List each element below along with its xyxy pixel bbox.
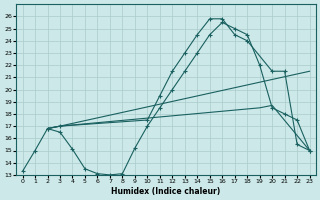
X-axis label: Humidex (Indice chaleur): Humidex (Indice chaleur) (111, 187, 221, 196)
